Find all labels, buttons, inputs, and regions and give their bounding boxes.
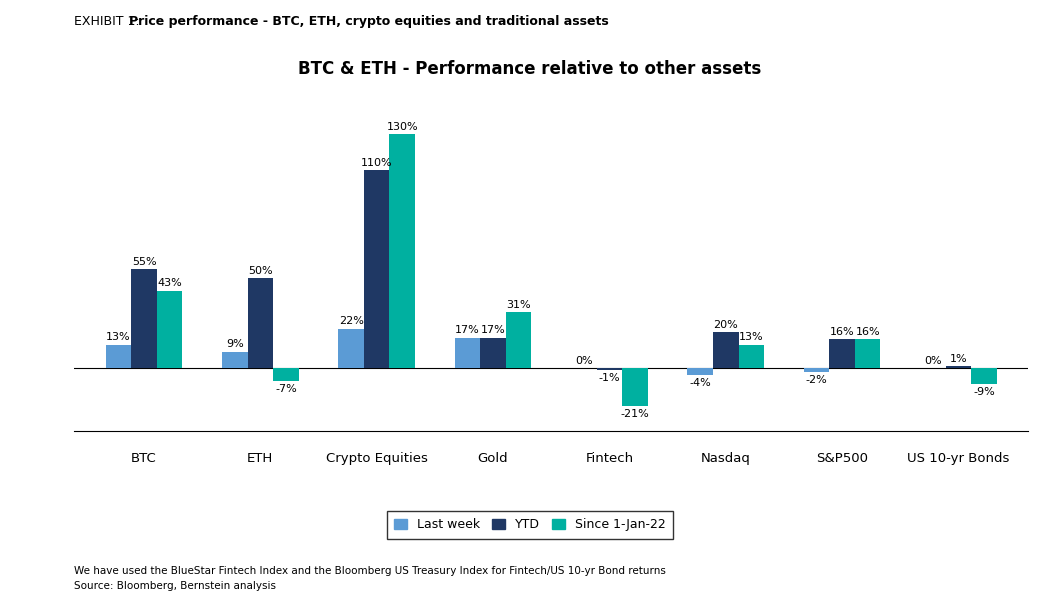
Text: 20%: 20% [713, 319, 738, 329]
Text: -9%: -9% [973, 387, 995, 397]
Bar [946, 367, 971, 368]
Bar [389, 134, 416, 368]
Bar [687, 368, 713, 376]
Bar [803, 368, 829, 372]
Bar [364, 170, 389, 368]
Bar [854, 340, 881, 368]
Text: 50%: 50% [248, 265, 272, 276]
Text: Nasdaq: Nasdaq [701, 452, 750, 465]
Bar [273, 368, 299, 381]
Bar [829, 340, 854, 368]
Text: -1%: -1% [599, 373, 620, 383]
Text: US 10-yr Bonds: US 10-yr Bonds [907, 452, 1009, 465]
Bar [622, 368, 648, 406]
Text: 130%: 130% [387, 122, 418, 132]
Text: -21%: -21% [620, 409, 650, 419]
Text: 0%: 0% [924, 356, 941, 365]
Text: We have used the BlueStar Fintech Index and the Bloomberg US Treasury Index for : We have used the BlueStar Fintech Index … [74, 566, 666, 576]
Text: -2%: -2% [806, 374, 828, 385]
Bar [131, 270, 157, 368]
Text: 110%: 110% [360, 158, 392, 168]
Bar [222, 352, 248, 368]
Text: 55%: 55% [131, 256, 156, 267]
Text: 22%: 22% [338, 316, 364, 326]
Bar [713, 332, 739, 368]
Text: BTC: BTC [131, 452, 157, 465]
Text: S&P500: S&P500 [816, 452, 868, 465]
Bar [739, 345, 764, 368]
Bar [971, 368, 996, 385]
Text: EXHIBIT 1:: EXHIBIT 1: [74, 15, 140, 28]
Text: Source: Bloomberg, Bernstein analysis: Source: Bloomberg, Bernstein analysis [74, 581, 277, 591]
Text: 43%: 43% [157, 278, 182, 288]
Text: Fintech: Fintech [585, 452, 634, 465]
Text: Price performance - BTC, ETH, crypto equities and traditional assets: Price performance - BTC, ETH, crypto equ… [129, 15, 610, 28]
Text: 9%: 9% [226, 340, 244, 349]
Text: -4%: -4% [689, 378, 711, 388]
Bar [506, 313, 531, 368]
Text: 13%: 13% [106, 332, 130, 342]
Text: 0%: 0% [575, 356, 593, 365]
Text: 16%: 16% [855, 327, 880, 337]
Bar [455, 338, 480, 368]
Text: 13%: 13% [739, 332, 763, 342]
Text: 17%: 17% [455, 325, 480, 335]
Bar [106, 345, 131, 368]
Bar [157, 291, 182, 368]
Text: 16%: 16% [830, 327, 854, 337]
Text: 17%: 17% [480, 325, 506, 335]
Bar [248, 279, 273, 368]
Text: BTC & ETH - Performance relative to other assets: BTC & ETH - Performance relative to othe… [298, 60, 762, 78]
Text: Gold: Gold [478, 452, 509, 465]
Legend: Last week, YTD, Since 1-Jan-22: Last week, YTD, Since 1-Jan-22 [387, 511, 673, 539]
Text: ETH: ETH [247, 452, 273, 465]
Text: 1%: 1% [950, 354, 967, 364]
Bar [597, 368, 622, 370]
Bar [480, 338, 506, 368]
Text: -7%: -7% [275, 383, 297, 394]
Text: Crypto Equities: Crypto Equities [325, 452, 427, 465]
Bar [338, 329, 364, 368]
Text: 31%: 31% [507, 300, 531, 310]
